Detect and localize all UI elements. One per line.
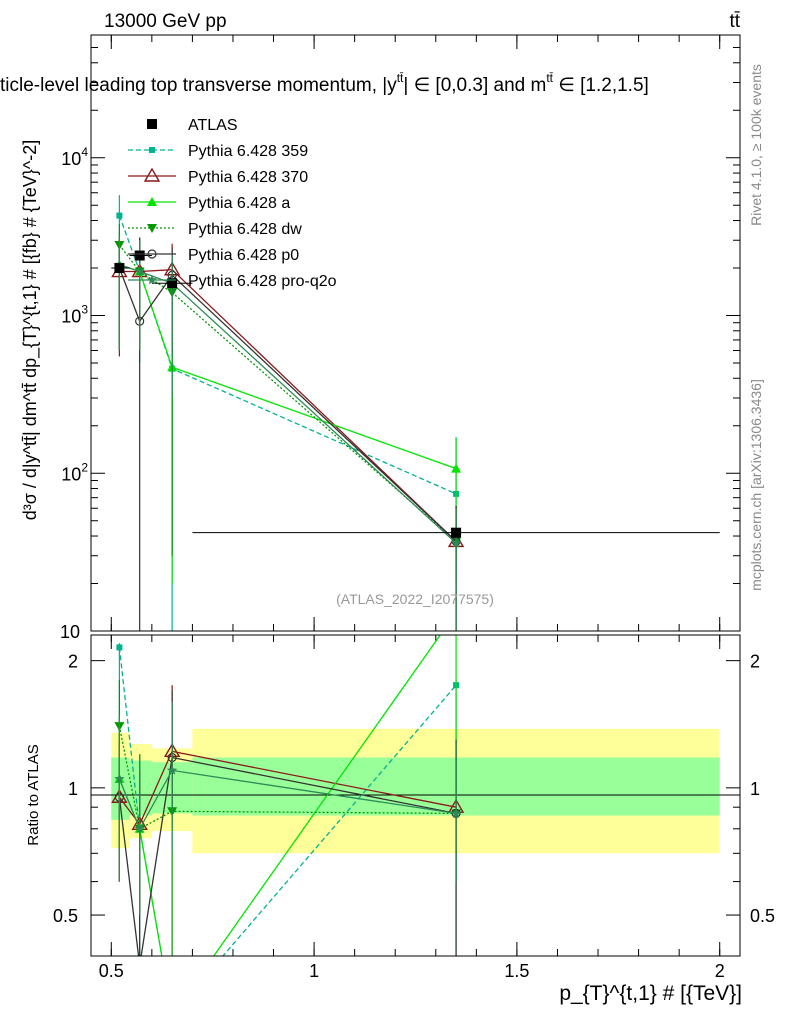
legend-marker — [149, 147, 155, 153]
ratio-y-tick-label-left: 0.5 — [53, 906, 78, 926]
ratio-point-pythia-6-428-pro-q2o — [134, 823, 145, 834]
ratio-line-pythia-6-428-p0 — [118, 756, 457, 956]
axis-ticks: 0.5 1 1.5 2 10 102 103 104 0.5 0.5 1 1 2 2 — [53, 34, 775, 981]
legend-marker — [147, 119, 157, 129]
analysis-id: (ATLAS_2022_I2077575) — [336, 591, 494, 607]
ratio-point-pythia-6-428-p0 — [136, 961, 144, 969]
mcplots-label: mcplots.cern.ch [arXiv:1306.3436] — [748, 379, 764, 591]
ratio-y-tick-label-left: 2 — [68, 652, 78, 672]
ratio-point-pythia-6-428-pro-q2o — [114, 773, 125, 784]
ratio-y-axis-label: Ratio to ATLAS — [25, 744, 42, 845]
series-line-pythia-6-428-370 — [119, 269, 457, 542]
series-point-pythia-6-428-pro-q2o — [134, 266, 145, 276]
main-plot-frame — [90, 34, 741, 632]
ratio-point-pythia-6-428-359 — [116, 644, 123, 651]
legend-label: ATLAS — [188, 117, 238, 134]
y-tick-label: 102 — [61, 460, 88, 484]
atlas-data-point — [114, 263, 125, 274]
legend-label: Pythia 6.428 359 — [188, 143, 308, 160]
series-point-pythia-6-428-a — [451, 463, 462, 473]
main-plot-area — [91, 35, 740, 631]
atlas-data-point — [167, 278, 178, 289]
ratio-point-pythia-6-428-pro-q2o — [450, 807, 462, 818]
y-tick-label: 103 — [61, 303, 88, 327]
ratio-plot-frame — [90, 634, 741, 957]
series-line-pythia-6-428-p0 — [118, 267, 457, 542]
atlas-data-point — [134, 250, 145, 261]
series-line-pythia-6-428-dw — [118, 244, 457, 542]
legend-label: Pythia 6.428 pro-q2o — [188, 273, 337, 290]
x-tick-label: 1 — [309, 961, 319, 981]
x-tick-label: 1.5 — [504, 961, 529, 981]
ratio-point-pythia-6-428-pro-q2o — [166, 764, 178, 775]
series-layer — [111, 195, 465, 1019]
series-point-pythia-6-428-pro-q2o — [450, 537, 462, 548]
ratio-line-pythia-6-428-359 — [118, 647, 457, 956]
ratio-uncertainty-bands — [111, 728, 720, 854]
atlas-data-point — [451, 527, 462, 538]
y-axis-label: d³σ / d|y^tt̄| dm^tt̄ dp_{T}^{t,1} # [{f… — [20, 140, 41, 520]
ratio-y-tick-label-left: 1 — [68, 779, 78, 799]
ratio-line-pythia-6-428-dw — [118, 725, 457, 830]
legend-marker — [147, 197, 157, 206]
legend-marker — [143, 167, 161, 182]
ratio-line-pythia-6-428-pro-q2o — [118, 769, 457, 831]
x-axis-label: p_{T}^{t,1} # [{TeV}] — [559, 982, 742, 1005]
ratio-line-pythia-6-428-370 — [118, 750, 457, 826]
ratio-point-pythia-6-428-a — [167, 1010, 177, 1019]
ratio-y-tick-label-right: 2 — [750, 652, 760, 672]
main-series-group — [111, 195, 465, 631]
series-point-pythia-6-428-359 — [116, 212, 123, 219]
rivet-label: Rivet 4.1.0, ≥ 100k events — [748, 64, 764, 226]
ratio-y-tick-label-right: 1 — [750, 779, 760, 799]
x-tick-label: 0.5 — [99, 961, 124, 981]
plot-title: ticle-level leading top transverse momen… — [0, 71, 649, 96]
legend-label: Pythia 6.428 p0 — [188, 247, 299, 264]
y-tick-label: 104 — [61, 145, 88, 169]
beam-label: 13000 GeV pp — [104, 11, 227, 32]
atlas-data-layer — [111, 250, 720, 538]
legend-marker — [146, 274, 158, 285]
legend-marker — [147, 249, 157, 259]
ratio-y-tick-label-right: 0.5 — [750, 906, 775, 926]
band-inner-1 — [129, 760, 152, 816]
legend: ATLAS Pythia 6.428 359 Pythia 6.428 370 Pyt… — [128, 117, 337, 290]
legend-label: Pythia 6.428 370 — [188, 169, 308, 186]
process-label: tt̄ — [729, 11, 740, 32]
series-line-pythia-6-428-pro-q2o — [119, 264, 457, 544]
legend-marker — [147, 224, 157, 233]
x-tick-label: 2 — [715, 961, 725, 981]
legend-label: Pythia 6.428 a — [188, 195, 290, 212]
legend-label: Pythia 6.428 dw — [188, 221, 302, 238]
y-tick-label: 10 — [60, 622, 80, 642]
ratio-series-group — [111, 635, 465, 1019]
ratio-point-pythia-6-428-359 — [169, 1012, 175, 1018]
